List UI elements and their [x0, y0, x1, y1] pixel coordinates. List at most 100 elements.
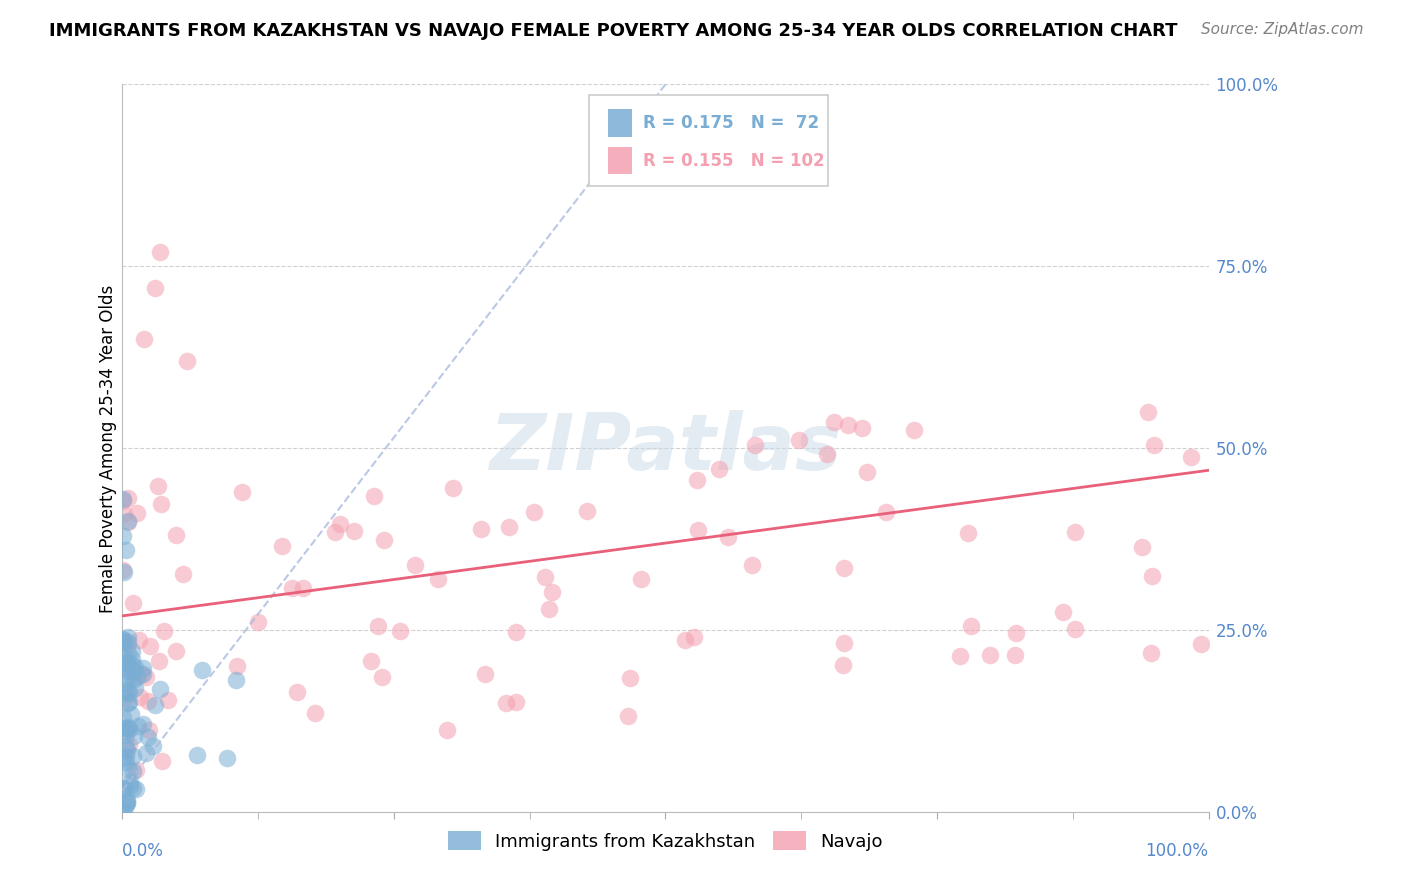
- Point: [534, 570, 557, 584]
- Text: R = 0.175   N =  72: R = 0.175 N = 72: [643, 114, 818, 132]
- Point: [132, 717, 155, 731]
- Point: [744, 438, 766, 452]
- Point: [122, 764, 145, 778]
- Point: [132, 660, 155, 674]
- Point: [112, 782, 135, 797]
- Point: [124, 664, 146, 678]
- Point: [112, 804, 135, 818]
- Point: [145, 698, 167, 712]
- Point: [117, 491, 139, 505]
- Point: [132, 667, 155, 681]
- Point: [120, 775, 142, 789]
- Point: [112, 563, 135, 577]
- Point: [118, 763, 141, 777]
- Point: [114, 651, 136, 665]
- Point: [371, 670, 394, 684]
- Point: [122, 749, 145, 764]
- Point: [176, 354, 198, 368]
- Point: [142, 739, 165, 753]
- Point: [112, 566, 135, 580]
- Point: [124, 681, 146, 696]
- Point: [685, 474, 707, 488]
- Point: [741, 558, 763, 573]
- Point: [191, 663, 214, 677]
- FancyBboxPatch shape: [589, 95, 828, 186]
- Point: [957, 526, 980, 541]
- Point: [1137, 405, 1160, 419]
- Point: [114, 670, 136, 684]
- Point: [388, 624, 411, 639]
- Point: [122, 729, 145, 743]
- Point: [404, 558, 426, 573]
- Point: [112, 492, 135, 507]
- Point: [949, 648, 972, 663]
- Point: [323, 524, 346, 539]
- Point: [117, 796, 139, 810]
- Point: [231, 484, 253, 499]
- Point: [1140, 568, 1163, 582]
- Point: [118, 722, 141, 736]
- Point: [165, 528, 187, 542]
- Point: [138, 723, 160, 737]
- Point: [1180, 450, 1202, 464]
- Point: [363, 489, 385, 503]
- Point: [832, 636, 855, 650]
- Point: [124, 660, 146, 674]
- Point: [541, 584, 564, 599]
- Point: [136, 730, 159, 744]
- FancyBboxPatch shape: [607, 146, 631, 174]
- Point: [823, 415, 845, 429]
- Point: [114, 543, 136, 558]
- Point: [1189, 637, 1212, 651]
- Text: Source: ZipAtlas.com: Source: ZipAtlas.com: [1201, 22, 1364, 37]
- Point: [148, 654, 170, 668]
- Point: [617, 709, 640, 723]
- Point: [367, 619, 389, 633]
- Point: [112, 660, 135, 674]
- Point: [1140, 647, 1163, 661]
- Point: [1005, 625, 1028, 640]
- Point: [111, 632, 134, 646]
- Point: [360, 654, 382, 668]
- Point: [832, 658, 855, 673]
- Point: [120, 706, 142, 721]
- Text: R = 0.155   N = 102: R = 0.155 N = 102: [643, 152, 824, 169]
- Point: [1063, 622, 1085, 636]
- Point: [132, 332, 155, 346]
- Point: [903, 423, 925, 437]
- Point: [112, 529, 135, 543]
- Point: [143, 281, 166, 295]
- Point: [114, 675, 136, 690]
- Point: [121, 644, 143, 658]
- Point: [959, 619, 981, 633]
- Point: [115, 656, 138, 670]
- Point: [112, 691, 135, 706]
- Point: [246, 615, 269, 629]
- Point: [125, 764, 148, 778]
- Point: [215, 750, 238, 764]
- Point: [495, 696, 517, 710]
- Point: [523, 505, 546, 519]
- Point: [832, 560, 855, 574]
- Point: [875, 505, 897, 519]
- Point: [436, 723, 458, 737]
- Point: [505, 695, 527, 709]
- Point: [112, 780, 135, 795]
- Point: [304, 706, 326, 720]
- Point: [156, 692, 179, 706]
- Point: [125, 781, 148, 796]
- Point: [117, 738, 139, 752]
- Text: 0.0%: 0.0%: [122, 841, 165, 860]
- Point: [112, 494, 135, 508]
- Point: [630, 573, 652, 587]
- Point: [115, 740, 138, 755]
- Point: [292, 581, 315, 595]
- Point: [125, 506, 148, 520]
- Point: [134, 747, 156, 761]
- Point: [285, 685, 308, 699]
- Point: [112, 710, 135, 724]
- Text: 100.0%: 100.0%: [1146, 841, 1209, 860]
- Point: [186, 747, 208, 762]
- Point: [139, 639, 162, 653]
- Point: [118, 685, 141, 699]
